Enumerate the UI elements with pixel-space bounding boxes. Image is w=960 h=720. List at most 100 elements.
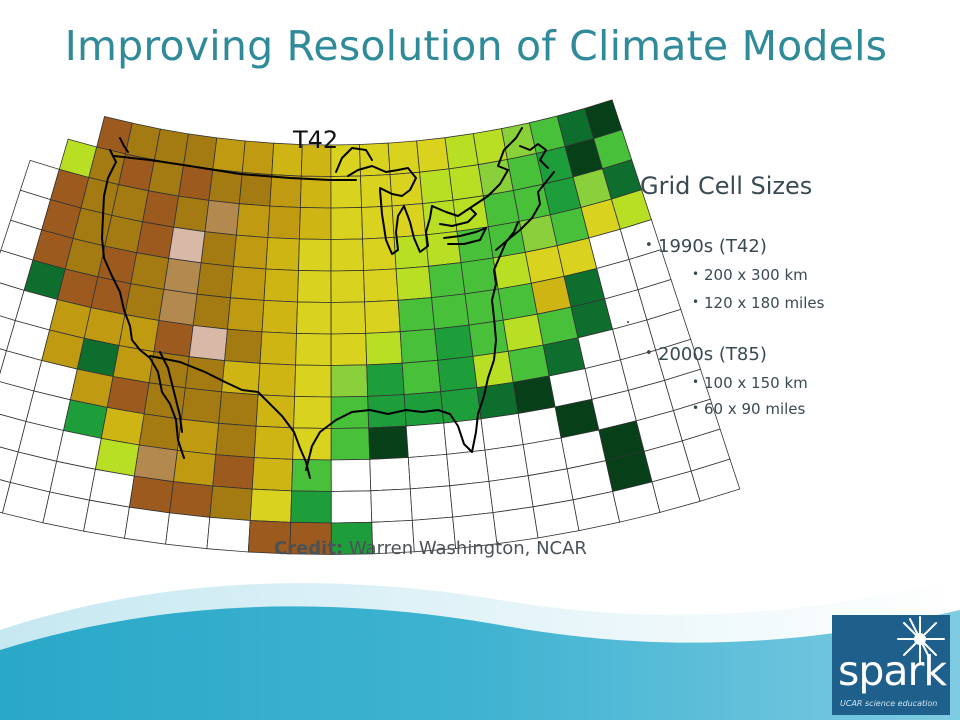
slide-title: Improving Resolution of Climate Models <box>64 22 888 70</box>
grid-cell <box>178 164 214 201</box>
grid-cell <box>200 231 237 267</box>
grid-cell <box>257 362 297 397</box>
grid-cell <box>165 512 211 550</box>
grid-cell <box>472 350 514 389</box>
list-item: 2000s (T85) <box>645 344 767 365</box>
grid-cell <box>249 488 293 523</box>
grid-cell <box>330 427 371 461</box>
grid-cell <box>502 313 544 352</box>
grid-cell <box>158 288 198 326</box>
list-item: 120 x 180 miles <box>692 294 824 312</box>
grid-cell <box>299 175 332 209</box>
grid-cell <box>449 480 494 518</box>
grid-cell <box>267 205 301 240</box>
list-item: 60 x 90 miles <box>692 400 805 418</box>
list-item: 1990s (T42) <box>645 236 767 257</box>
grid-cell <box>431 293 470 330</box>
grid-cell <box>130 252 170 290</box>
grid-cell <box>480 413 524 451</box>
grid-cell <box>484 444 529 482</box>
grid-cell <box>298 207 332 240</box>
grid-cell <box>251 457 294 492</box>
grid-cell <box>204 199 240 236</box>
grid-cell <box>401 359 442 396</box>
grid-cell <box>255 394 296 429</box>
grid-cell <box>83 499 130 539</box>
grid-cell <box>366 362 405 397</box>
grid-cell <box>416 137 450 173</box>
grid-cell <box>128 475 174 514</box>
grid-cell <box>407 453 451 490</box>
grid-cell <box>136 221 175 259</box>
grid-cell <box>434 324 474 361</box>
grid-cell <box>363 268 399 303</box>
grid-cell <box>330 270 366 303</box>
grid-cell <box>460 257 499 295</box>
grid-cell <box>291 458 332 492</box>
credit-label: Credit: <box>274 538 344 559</box>
grid-cell <box>227 297 265 333</box>
grid-cell <box>184 356 226 393</box>
grid-cell <box>196 262 234 299</box>
grid-cell <box>294 364 332 398</box>
stray-dot <box>627 321 629 323</box>
grid-cell <box>330 332 368 366</box>
grid-cell <box>437 355 478 393</box>
grid-cell <box>497 282 538 321</box>
grid-cell <box>368 425 409 460</box>
grid-cell <box>365 331 403 366</box>
grid-cell <box>399 328 439 364</box>
grid-cell <box>224 328 263 364</box>
grid-cell <box>124 283 165 321</box>
grid-cell <box>422 199 458 236</box>
credit-line: Credit: Warren Washington, NCAR <box>274 538 587 559</box>
grid-cell <box>253 425 295 460</box>
grid-cell <box>419 168 454 205</box>
grid-cell <box>169 481 214 518</box>
grid-cell <box>192 293 231 330</box>
grid-cell <box>532 499 580 539</box>
grid-cell <box>298 238 332 272</box>
grid-cell <box>235 203 271 239</box>
spark-logo: spark UCAR science education <box>832 615 950 715</box>
grid-cell <box>393 234 430 270</box>
grid-cell <box>330 364 369 398</box>
grid-cell <box>448 164 484 201</box>
grid-cell <box>188 324 228 362</box>
grid-cell <box>212 454 255 490</box>
grid-cell <box>403 391 445 427</box>
grid-cell <box>173 195 210 233</box>
decorative-wave <box>0 580 960 720</box>
grid-cell <box>263 268 299 303</box>
grid-cell <box>153 128 189 166</box>
legend-heading: Grid Cell Sizes <box>640 172 813 200</box>
grid-cell <box>369 457 411 492</box>
grid-cell <box>297 270 332 303</box>
grid-cell <box>690 458 741 502</box>
grid-cell <box>206 516 251 553</box>
list-item: 100 x 150 km <box>692 374 808 392</box>
grid-cell <box>133 444 178 483</box>
grid-cell <box>330 490 373 524</box>
grid-cell <box>168 226 206 264</box>
grid-cell <box>293 396 332 429</box>
grid-cell <box>209 485 253 521</box>
grid-cell <box>364 299 401 334</box>
starburst-icon <box>897 616 945 664</box>
grid-cell <box>443 418 486 455</box>
grid-cell <box>330 458 372 492</box>
grid-cell <box>428 262 466 299</box>
grid-cell <box>395 265 433 301</box>
grid-cell <box>295 333 332 366</box>
grid-cell <box>215 422 257 459</box>
grid-cell <box>488 475 534 514</box>
grid-label: T42 <box>292 126 338 154</box>
logo-tagline: UCAR science education <box>840 699 938 708</box>
grid-cell <box>397 297 436 333</box>
grid-cell <box>230 266 267 301</box>
grid-cell <box>290 490 332 524</box>
grid-cell <box>446 449 490 487</box>
grid-cell <box>389 171 424 207</box>
grid-cell <box>180 387 223 424</box>
